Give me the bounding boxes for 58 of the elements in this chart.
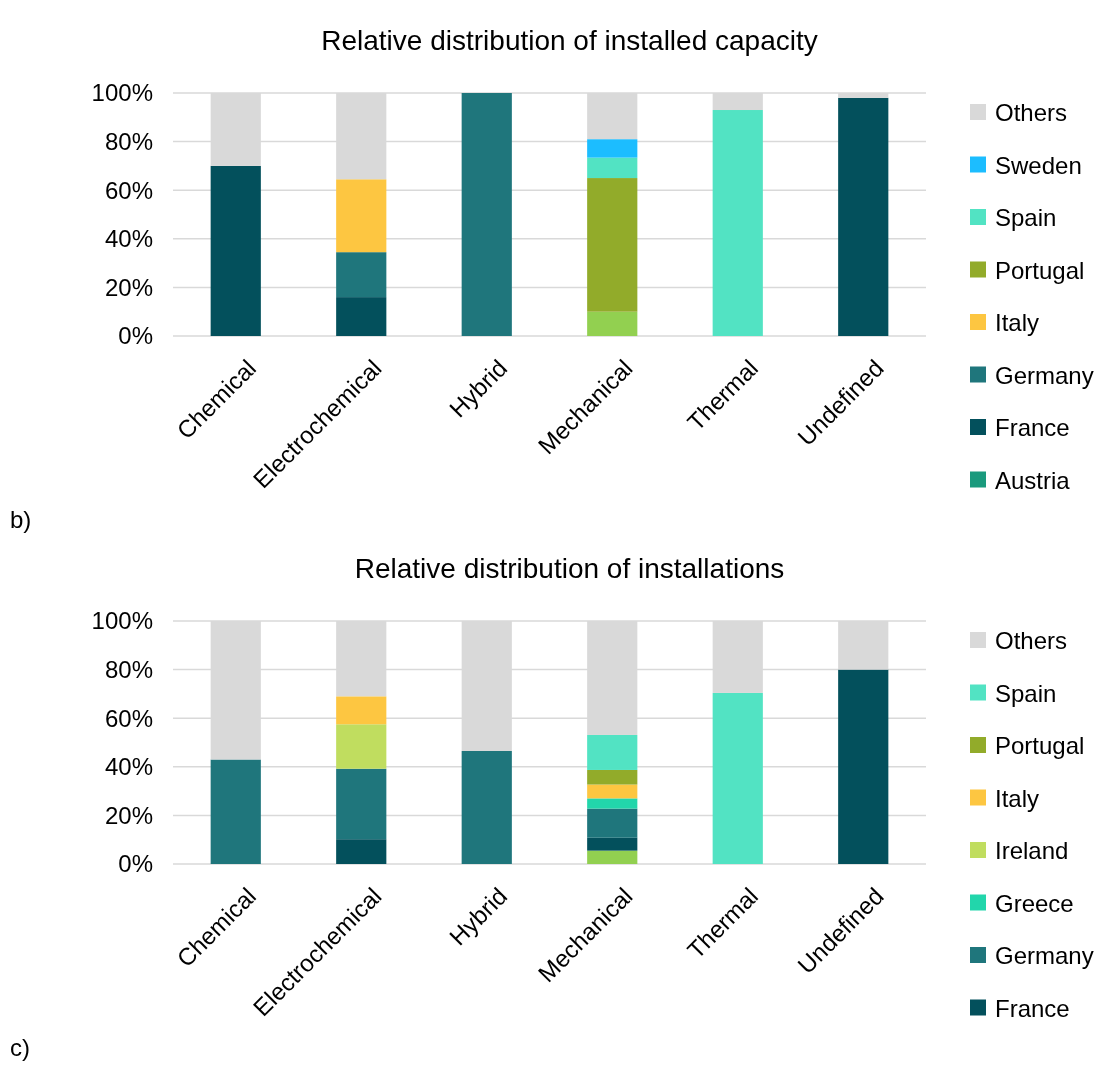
bar	[336, 839, 387, 864]
bar	[838, 669, 889, 864]
chart-title: Relative distribution of installed capacity	[321, 25, 818, 56]
bar	[587, 837, 638, 851]
legend-label: Greece	[995, 889, 1074, 917]
y-tick-label: 20%	[104, 273, 153, 301]
bar	[587, 784, 638, 799]
bar	[587, 808, 638, 838]
bar	[210, 165, 261, 336]
bar	[587, 798, 638, 809]
text: c)	[10, 1034, 30, 1061]
y-tick-label: 40%	[104, 753, 153, 781]
bar	[587, 311, 638, 336]
bar	[461, 751, 512, 864]
bar	[587, 850, 638, 864]
y-tick-label: 100%	[91, 79, 153, 107]
legend-label: Others	[995, 99, 1068, 127]
y-tick-label: 60%	[104, 704, 153, 732]
legend-label: Portugal	[995, 732, 1085, 760]
legend-label: Ireland	[995, 837, 1069, 865]
y-tick-label: 20%	[104, 801, 153, 829]
bar	[336, 724, 387, 769]
legend-label: Portugal	[995, 256, 1085, 284]
y-tick-label: 40%	[104, 225, 153, 253]
bar	[587, 157, 638, 179]
y-tick-label: 80%	[104, 656, 153, 683]
bar	[587, 139, 638, 158]
y-tick-label: 60%	[104, 176, 153, 204]
legend-label: Austria	[995, 466, 1071, 494]
legend-label: Germany	[995, 942, 1094, 970]
bar	[336, 252, 387, 298]
legend-label: Italy	[995, 784, 1040, 812]
bar	[336, 179, 387, 253]
bar	[336, 696, 387, 725]
bar	[587, 734, 638, 770]
bar	[587, 769, 638, 785]
y-tick-label: 0%	[118, 322, 153, 350]
bar	[712, 692, 763, 864]
y-tick-label: 0%	[118, 850, 153, 878]
bar	[336, 297, 387, 336]
bar	[838, 97, 889, 336]
legend-label: France	[995, 994, 1070, 1022]
legend-label: Sweden	[995, 151, 1082, 179]
bar	[587, 178, 638, 312]
y-tick-label: 80%	[104, 128, 153, 155]
legend-label: Germany	[995, 361, 1094, 389]
text: b)	[10, 506, 32, 533]
bar	[210, 759, 261, 864]
legend-label: France	[995, 414, 1070, 442]
bar	[461, 93, 512, 336]
legend-label: Spain	[995, 204, 1057, 232]
bar	[336, 768, 387, 840]
legend-label: Spain	[995, 679, 1057, 707]
legend-label: Italy	[995, 309, 1040, 337]
bar	[712, 110, 763, 336]
legend-label: Others	[995, 627, 1068, 655]
chart-title: Relative distribution of installations	[354, 553, 785, 584]
y-tick-label: 100%	[91, 607, 153, 635]
